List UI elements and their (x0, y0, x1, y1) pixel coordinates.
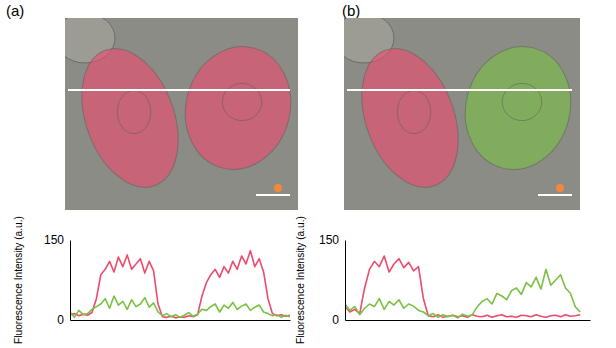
particle (556, 184, 564, 192)
nucleus (397, 90, 430, 133)
y-tick: 0 (57, 313, 70, 327)
profile-line (68, 89, 290, 91)
panel: (a) 0 150 Fluorescence Intensity (a.u.) (6, 2, 304, 344)
nucleus (222, 83, 262, 120)
y-axis: 0 150 (319, 233, 346, 327)
y-axis-line (70, 241, 71, 321)
y-axis-title: Fluorescence Intensity (a.u.) (295, 216, 306, 344)
y-tick-label: 0 (57, 313, 64, 327)
cell (452, 35, 580, 182)
profile-line-series (70, 251, 290, 318)
nucleus (117, 90, 150, 133)
y-tick-label: 0 (332, 313, 339, 327)
plot-marks (70, 251, 290, 318)
y-tick-label: 150 (319, 233, 339, 247)
y-tick: 150 (44, 233, 70, 247)
profile-line (347, 89, 572, 91)
profile-line-series (345, 269, 580, 318)
profile-line-series (70, 296, 290, 317)
micrograph (65, 18, 298, 210)
panel-letter: (a) (6, 2, 24, 19)
profile-line-series (345, 256, 580, 317)
panel: (b) 0 150 Fluorescence Intensity (a.u.) (295, 2, 591, 344)
y-axis: 0 150 (44, 233, 71, 327)
cell (172, 35, 298, 182)
scale-bar (256, 194, 290, 196)
x-axis-line (346, 320, 591, 321)
cell (65, 35, 196, 200)
scale-bar (538, 194, 572, 196)
y-axis-line (345, 241, 346, 321)
x-axis-line (71, 320, 291, 321)
plot-marks (345, 256, 580, 318)
cell (344, 35, 476, 200)
figure: (a) 0 150 Fluorescence Intensity (a.u.) (b) 0… (0, 0, 616, 348)
micrograph (344, 18, 580, 210)
nucleus (502, 83, 542, 120)
panel-letter: (b) (342, 2, 360, 19)
y-tick: 0 (332, 313, 345, 327)
x-axis (71, 320, 291, 321)
y-tick: 150 (319, 233, 345, 247)
y-tick-label: 150 (44, 233, 64, 247)
y-axis-title: Fluorescence Intensity (a.u.) (13, 216, 24, 344)
particle (274, 184, 282, 192)
x-axis (346, 320, 591, 321)
